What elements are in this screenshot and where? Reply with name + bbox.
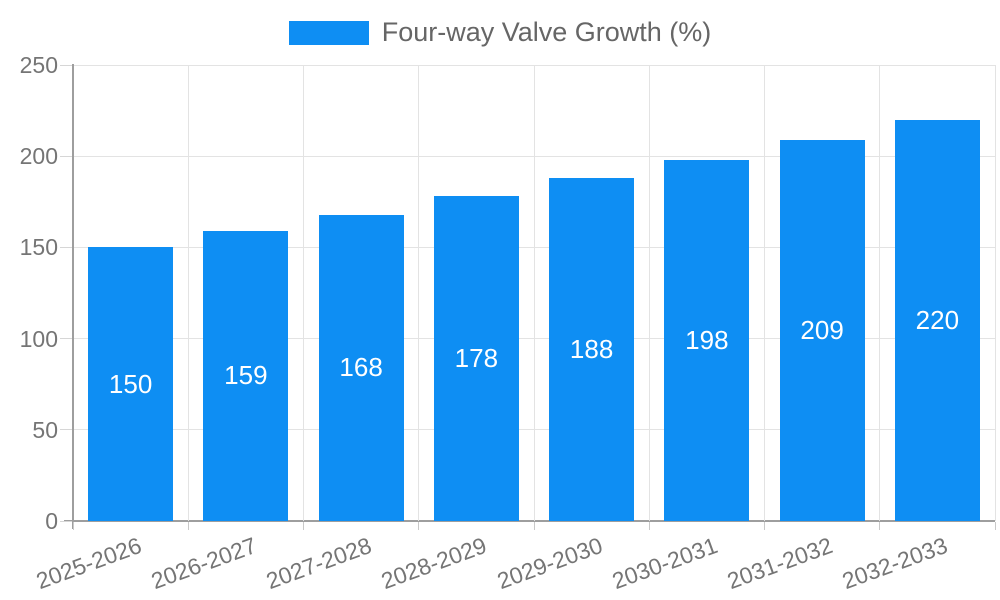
x-tick-label: 2029-2030 bbox=[493, 532, 606, 595]
h-gridline bbox=[74, 246, 995, 248]
bar: 198 bbox=[664, 159, 750, 521]
v-gridline bbox=[994, 65, 996, 521]
x-tick-label: 2028-2029 bbox=[378, 532, 491, 595]
y-tick-mark bbox=[60, 338, 72, 340]
h-gridline bbox=[74, 429, 995, 431]
v-gridline bbox=[418, 65, 420, 521]
x-tick-label: 2025-2026 bbox=[32, 532, 145, 595]
x-tick-label: 2031-2032 bbox=[723, 532, 837, 595]
bar: 220 bbox=[894, 119, 980, 521]
x-tick-mark bbox=[72, 522, 74, 530]
bar: 209 bbox=[779, 139, 865, 521]
y-tick-label: 0 bbox=[45, 508, 58, 534]
x-tick-mark bbox=[187, 522, 189, 530]
x-tick-mark bbox=[533, 522, 535, 530]
bar-value-label: 178 bbox=[454, 343, 499, 374]
v-gridline bbox=[187, 65, 189, 521]
bar: 188 bbox=[549, 178, 635, 521]
bar: 150 bbox=[88, 247, 174, 521]
y-tick-label: 50 bbox=[32, 416, 58, 443]
h-gridline bbox=[74, 64, 995, 66]
legend-label: Four-way Valve Growth (%) bbox=[381, 17, 712, 47]
x-tick-label: 2032-2033 bbox=[839, 532, 952, 595]
y-tick-mark bbox=[60, 429, 72, 431]
bar-value-label: 198 bbox=[685, 324, 729, 355]
bar-value-label: 209 bbox=[800, 314, 844, 345]
bar-value-label: 220 bbox=[915, 304, 960, 335]
x-axis-line bbox=[64, 520, 995, 522]
y-axis-line bbox=[72, 64, 74, 529]
x-tick-mark bbox=[303, 522, 304, 530]
legend-swatch bbox=[288, 20, 369, 45]
h-gridline bbox=[74, 155, 995, 157]
x-tick-mark bbox=[764, 522, 765, 530]
x-tick-label: 2026-2027 bbox=[147, 532, 260, 595]
bar-value-label: 159 bbox=[224, 360, 268, 391]
v-gridline bbox=[303, 65, 304, 521]
v-gridline bbox=[764, 65, 765, 521]
v-gridline bbox=[533, 65, 535, 521]
bar-value-label: 168 bbox=[339, 352, 383, 383]
bar-value-label: 188 bbox=[569, 334, 614, 365]
x-tick-mark bbox=[994, 522, 996, 530]
bar: 159 bbox=[203, 230, 289, 521]
v-gridline bbox=[879, 65, 881, 521]
x-tick-label: 2030-2031 bbox=[608, 532, 721, 595]
y-tick-label: 250 bbox=[19, 52, 58, 78]
y-tick-label: 200 bbox=[19, 143, 58, 170]
h-gridline bbox=[74, 338, 995, 340]
v-gridline bbox=[648, 65, 650, 521]
x-tick-mark bbox=[648, 522, 650, 530]
bar: 178 bbox=[433, 196, 519, 521]
y-tick-mark bbox=[60, 246, 72, 248]
y-tick-mark bbox=[60, 64, 72, 66]
legend: Four-way Valve Growth (%) bbox=[0, 17, 1000, 48]
y-tick-mark bbox=[60, 520, 72, 522]
bar: 168 bbox=[318, 214, 404, 521]
y-tick-mark bbox=[60, 155, 72, 157]
y-tick-label: 100 bbox=[19, 325, 58, 352]
x-tick-mark bbox=[879, 522, 881, 530]
bar-value-label: 150 bbox=[108, 368, 153, 399]
x-tick-mark bbox=[418, 522, 420, 530]
x-tick-label: 2027-2028 bbox=[262, 532, 376, 595]
y-tick-label: 150 bbox=[19, 234, 58, 261]
